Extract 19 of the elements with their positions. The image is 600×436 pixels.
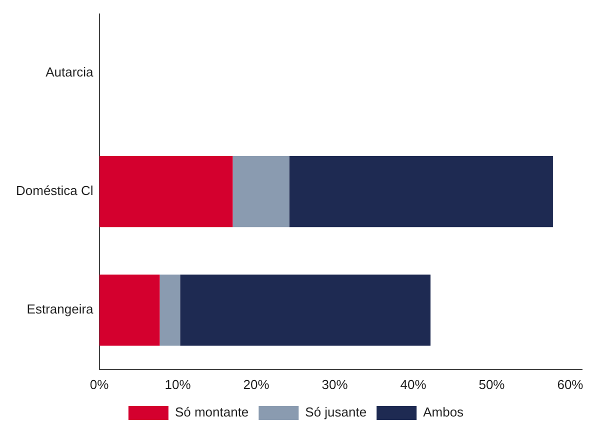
x-tick-label: 50% bbox=[478, 376, 506, 392]
x-tick-label: 40% bbox=[400, 376, 427, 392]
x-tick-label: 30% bbox=[322, 376, 348, 392]
x-tick-label: 20% bbox=[243, 376, 270, 392]
y-tick-label: Estrangeira bbox=[26, 302, 94, 317]
bar bbox=[289, 156, 553, 228]
legend-label: Ambos bbox=[423, 404, 464, 420]
legend-label: Só jusante bbox=[305, 404, 367, 420]
legend-label: Só montante bbox=[174, 404, 249, 420]
bar bbox=[160, 274, 180, 346]
x-tick-label: 0% bbox=[90, 376, 110, 392]
bar bbox=[99, 156, 233, 228]
bar bbox=[99, 274, 160, 346]
bar bbox=[180, 274, 431, 346]
y-tick-label: Autarcia bbox=[46, 64, 94, 80]
x-tick-label: 10% bbox=[164, 376, 192, 392]
bar bbox=[232, 156, 290, 228]
y-tick-label: Doméstica Cl bbox=[16, 183, 94, 198]
x-tick-label: 60% bbox=[557, 376, 584, 392]
